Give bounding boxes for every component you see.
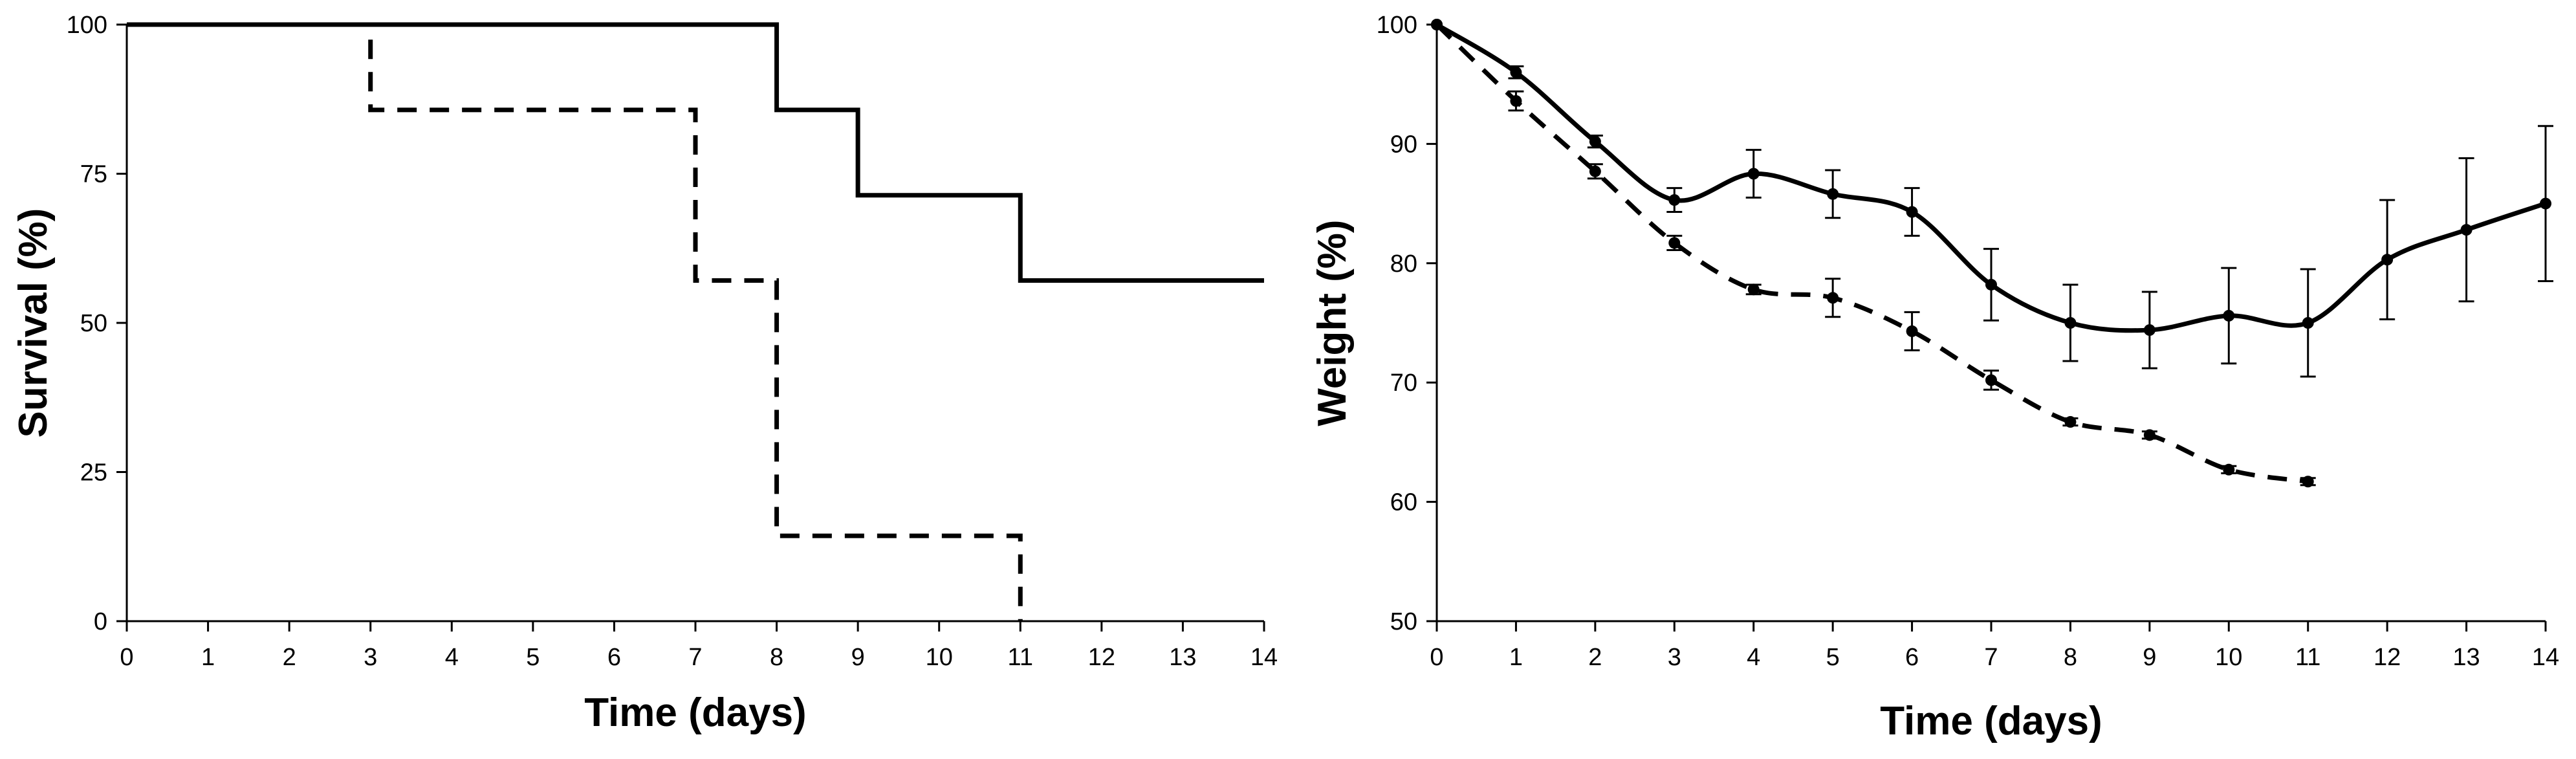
x-tick-label: 0: [120, 644, 133, 671]
dashed-series-point: [1510, 95, 1522, 107]
y-tick-label: 75: [80, 161, 107, 188]
x-tick-label: 6: [607, 644, 621, 671]
y-tick-label: 0: [94, 608, 107, 635]
dashed-series-point: [1589, 165, 1601, 177]
solid-series-point: [2540, 197, 2551, 210]
x-tick-label: 7: [688, 644, 702, 671]
solid-series-point: [2302, 317, 2314, 329]
y-tick-label: 100: [67, 12, 107, 39]
dashed-series-line: [1435, 23, 2309, 484]
dashed-series-point: [1827, 292, 1839, 304]
x-tick-label: 7: [1984, 644, 1998, 671]
x-tick-label: 2: [283, 644, 296, 671]
dashed-series-point: [1985, 374, 1997, 386]
x-tick-label: 6: [1905, 644, 1919, 671]
x-tick-label: 3: [364, 644, 377, 671]
x-tick-label: 11: [2295, 644, 2320, 671]
solid-series-point: [2381, 254, 2394, 266]
y-tick-label: 80: [1390, 250, 1417, 278]
x-tick-label: 5: [526, 644, 540, 671]
dashed-series-point: [1668, 237, 1681, 249]
solid-series-point: [1510, 66, 1522, 78]
solid-series-point: [1747, 168, 1760, 180]
x-tick-label: 14: [1250, 644, 1278, 671]
x-tick-label: 1: [1509, 644, 1523, 671]
y-axis-title: Survival (%): [11, 208, 56, 438]
x-axis-title: Time (days): [1880, 699, 2102, 743]
x-tick-label: 4: [445, 644, 459, 671]
y-tick-label: 25: [80, 459, 107, 487]
x-tick-label: 4: [1747, 644, 1760, 671]
x-tick-label: 0: [1430, 644, 1443, 671]
solid-series-point: [2223, 309, 2235, 322]
solid-series-line: [127, 22, 1264, 283]
solid-series-point: [2143, 324, 2156, 336]
solid-series-point: [1668, 194, 1681, 206]
solid-series-point: [1906, 206, 1918, 218]
x-tick-label: 13: [1169, 644, 1196, 671]
dashed-series-point: [2302, 476, 2314, 488]
solid-series-point: [2460, 224, 2472, 236]
x-tick-label: 8: [2064, 644, 2077, 671]
x-tick-label: 3: [1668, 644, 1681, 671]
x-tick-label: 12: [1088, 644, 1115, 671]
x-tick-label: 9: [2143, 644, 2156, 671]
x-tick-label: 11: [1008, 644, 1033, 671]
y-tick-label: 50: [80, 310, 107, 337]
x-tick-label: 10: [926, 644, 953, 671]
dashed-series-point: [2143, 429, 2156, 441]
dashed-series-point: [1747, 283, 1760, 296]
x-tick-label: 10: [2215, 644, 2242, 671]
solid-series-point: [2064, 317, 2077, 329]
y-axis-title: Weight (%): [1310, 219, 1355, 426]
y-tick-label: 50: [1390, 608, 1417, 635]
x-tick-label: 9: [851, 644, 865, 671]
y-tick-label: 90: [1390, 131, 1417, 158]
solid-series-point: [1985, 278, 1997, 291]
y-tick-label: 100: [1377, 12, 1417, 39]
x-tick-label: 13: [2452, 644, 2480, 671]
solid-series-point: [1589, 135, 1601, 148]
x-tick-label: 14: [2532, 644, 2559, 671]
x-tick-label: 1: [201, 644, 215, 671]
dashed-series-line: [127, 22, 1023, 621]
x-axis-title: Time (days): [584, 690, 806, 735]
dashed-series-point: [1906, 325, 1918, 337]
x-tick-label: 2: [1588, 644, 1602, 671]
dashed-series-point: [1431, 19, 1443, 30]
y-tick-label: 70: [1390, 369, 1417, 397]
x-tick-label: 5: [1826, 644, 1840, 671]
dashed-series-point: [2064, 416, 2077, 428]
x-tick-label: 12: [2374, 644, 2401, 671]
y-tick-label: 60: [1390, 489, 1417, 516]
x-tick-label: 8: [770, 644, 783, 671]
solid-series-point: [1827, 188, 1839, 200]
solid-series-line: [1435, 23, 2547, 333]
dashed-series-point: [2223, 463, 2235, 476]
